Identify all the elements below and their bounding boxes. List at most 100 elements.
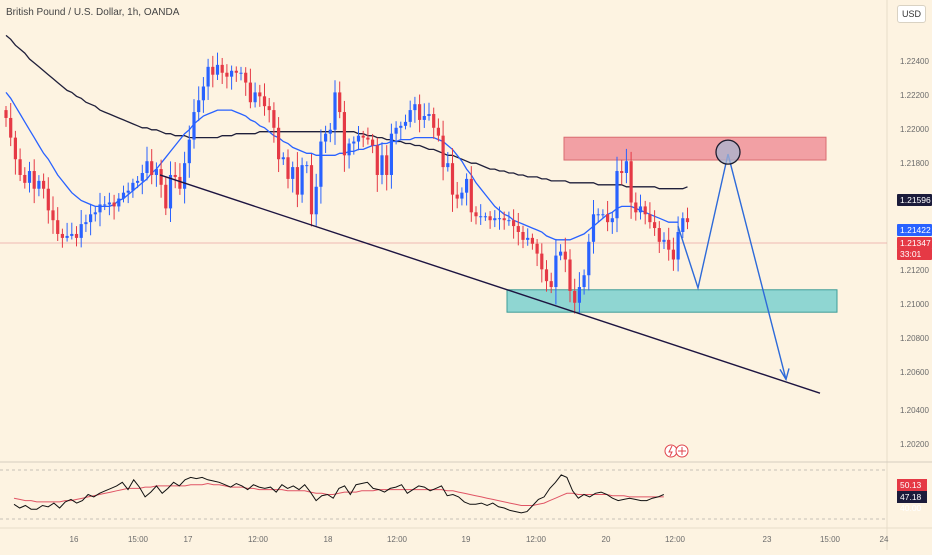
candle[interactable] [37,175,41,197]
candle[interactable] [131,178,135,198]
candle[interactable] [60,228,64,248]
candle[interactable] [277,117,281,173]
candle[interactable] [352,136,356,155]
candle[interactable] [140,164,144,195]
candle[interactable] [79,209,83,248]
candle[interactable] [356,125,361,151]
candle[interactable] [408,100,412,128]
candle[interactable] [493,210,497,228]
candle[interactable] [460,187,464,206]
candle[interactable] [244,67,248,96]
event-markers[interactable] [664,444,689,458]
candle[interactable] [173,162,177,189]
candle[interactable] [587,233,591,291]
candle[interactable] [107,192,111,216]
candle[interactable] [681,212,685,239]
candle[interactable] [272,102,276,143]
candle[interactable] [9,102,13,147]
candle[interactable] [634,192,638,221]
candle[interactable] [178,163,182,195]
candle[interactable] [488,211,492,229]
candle[interactable] [676,216,680,272]
candle[interactable] [136,176,140,189]
candle[interactable] [253,82,257,108]
candle[interactable] [145,146,149,181]
candle[interactable] [211,55,215,88]
candle[interactable] [262,83,267,116]
candle[interactable] [168,161,173,222]
candle[interactable] [305,161,309,174]
candle[interactable] [117,193,121,212]
candle[interactable] [295,152,299,208]
candle[interactable] [51,196,55,234]
candle[interactable] [13,130,17,175]
candle[interactable] [544,260,549,292]
candle[interactable] [657,221,661,253]
candle[interactable] [248,68,252,109]
candle[interactable] [84,214,88,232]
candle[interactable] [225,64,229,89]
candle[interactable] [93,205,97,222]
candle[interactable] [56,207,60,242]
candle[interactable] [27,161,32,193]
candle[interactable] [446,151,450,172]
candle[interactable] [164,176,168,216]
candle[interactable] [540,243,544,283]
candle[interactable] [483,212,487,221]
candle[interactable] [187,125,191,178]
candle[interactable] [121,185,126,203]
candle[interactable] [563,237,567,273]
candle[interactable] [399,121,403,140]
candle[interactable] [441,120,445,181]
candle[interactable] [648,202,652,229]
candle[interactable] [103,196,107,211]
support-zone[interactable] [506,289,838,313]
candle[interactable] [46,177,50,224]
candle[interactable] [530,233,534,250]
flash-event-icon[interactable] [664,444,678,458]
trendline[interactable] [159,174,821,394]
candle[interactable] [267,97,271,123]
candle[interactable] [568,249,572,303]
candle[interactable] [577,272,581,313]
candle[interactable] [150,149,154,185]
candle[interactable] [206,58,210,100]
candle[interactable] [239,66,243,81]
candle[interactable] [281,152,285,165]
candle[interactable] [394,121,398,145]
candle[interactable] [347,138,351,169]
candle[interactable] [154,162,158,187]
candle[interactable] [554,238,558,305]
candle[interactable] [671,237,675,271]
target-circle[interactable] [715,139,741,165]
candle[interactable] [18,148,22,182]
candle[interactable] [375,137,379,192]
candle[interactable] [653,210,657,236]
candle[interactable] [629,151,633,219]
candle[interactable] [474,206,478,225]
candle[interactable] [380,142,384,185]
candle[interactable] [526,228,530,246]
candle[interactable] [469,166,473,222]
candle[interactable] [112,194,116,220]
candle[interactable] [385,145,389,191]
candle[interactable] [643,200,647,225]
candle[interactable] [601,209,605,218]
candle[interactable] [606,200,610,232]
candle[interactable] [516,212,520,246]
candle[interactable] [74,226,79,247]
candle[interactable] [403,114,408,130]
candle[interactable] [450,148,455,212]
candle[interactable] [596,208,600,223]
candle[interactable] [413,96,417,123]
candle[interactable] [615,156,619,233]
candle[interactable] [610,212,614,234]
candle[interactable] [23,167,27,189]
candle[interactable] [502,211,506,230]
candle[interactable] [291,161,295,193]
candle[interactable] [183,151,187,204]
candle[interactable] [342,100,346,172]
candle[interactable] [70,222,74,240]
candle[interactable] [300,157,304,203]
